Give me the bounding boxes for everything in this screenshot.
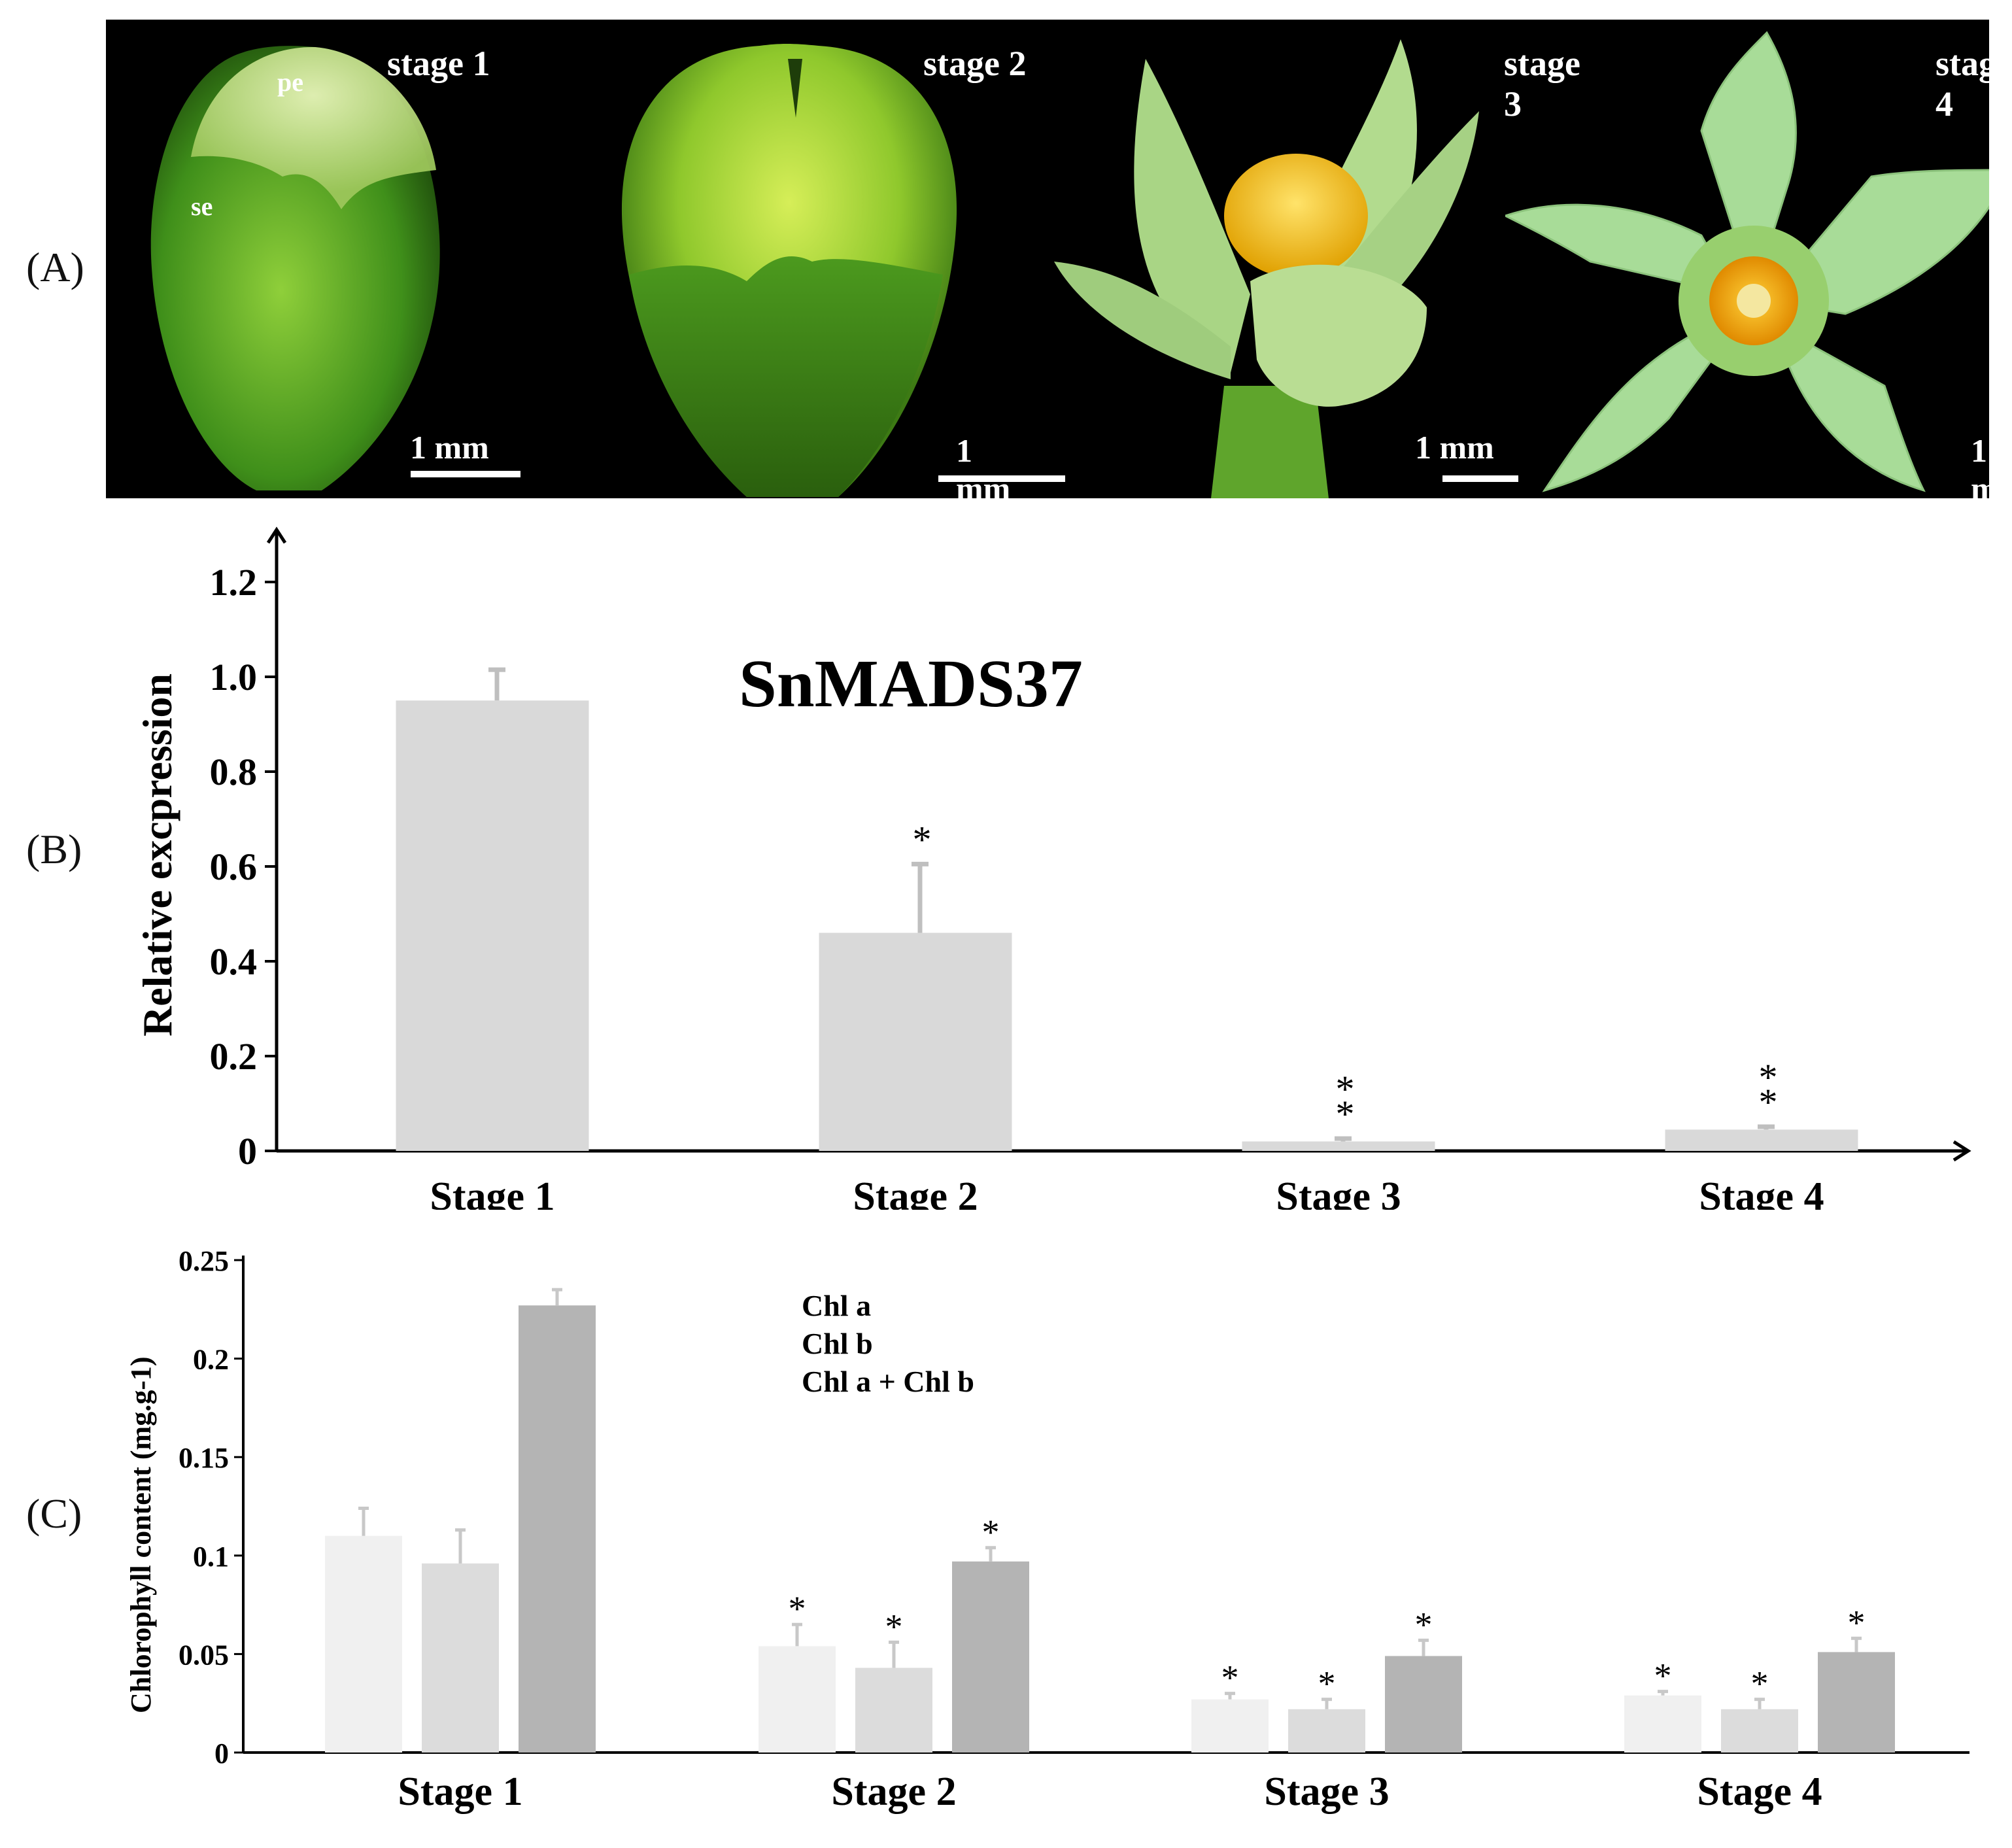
c-y-tick-label: 0.15 bbox=[179, 1442, 229, 1474]
b-significance-mark: * bbox=[1336, 1068, 1355, 1110]
stage-3-caption: stage 3 bbox=[1504, 44, 1580, 124]
c-y-tick-label: 0 bbox=[214, 1737, 229, 1770]
b-chart-title: SnMADS37 bbox=[739, 646, 1083, 721]
scale-label-1: 1 mm bbox=[410, 429, 489, 466]
b-bar bbox=[1242, 1141, 1435, 1151]
c-bar bbox=[325, 1535, 402, 1753]
stage-2-caption: stage 2 bbox=[923, 44, 1027, 83]
c-significance-mark: * bbox=[1221, 1658, 1239, 1698]
c-bar bbox=[759, 1646, 836, 1753]
b-y-axis-label: Relative excpression bbox=[134, 674, 180, 1036]
stage-2-photo: stage 2 1 mm bbox=[551, 20, 1065, 507]
b-y-tick-label: 1.2 bbox=[210, 561, 258, 604]
c-x-tick-label: Stage 1 bbox=[398, 1770, 522, 1814]
b-significance-mark: * bbox=[1336, 1093, 1355, 1135]
scale-bar-2 bbox=[938, 475, 1065, 482]
c-bar bbox=[855, 1668, 932, 1753]
c-bar bbox=[1191, 1699, 1269, 1753]
c-x-tick-label: Stage 3 bbox=[1264, 1770, 1389, 1814]
flower-photo-strip: pe se stage 1 1 mm stage 2 1 bbox=[106, 20, 2012, 507]
c-significance-mark: * bbox=[1318, 1664, 1336, 1703]
c-significance-mark: * bbox=[1415, 1605, 1433, 1644]
c-y-axis-label: Chlorophyll content (mg.g-1) bbox=[125, 1356, 157, 1713]
chart-c-chlorophyll: 0 0.05 0.1 0.15 0.2 0.25 * * * * * * * * * Stage 1 Stag… bbox=[125, 1245, 1969, 1814]
b-x-axis-arrow bbox=[1952, 1140, 1971, 1162]
c-significance-mark: * bbox=[1848, 1603, 1866, 1642]
stage-4-photo: stage 4 1 mm bbox=[1503, 20, 2012, 507]
c-legend-chl-b: Chl b bbox=[802, 1327, 873, 1360]
b-y-tick-label: 0.2 bbox=[210, 1035, 258, 1078]
panel-label-a: (A) bbox=[26, 244, 84, 290]
b-bar bbox=[396, 700, 589, 1151]
c-bar bbox=[519, 1305, 596, 1753]
c-y-tick-label: 0.05 bbox=[179, 1639, 229, 1671]
c-legend-chl-total: Chl a + Chl b bbox=[802, 1365, 974, 1398]
b-significance-mark: * bbox=[1759, 1081, 1778, 1123]
b-x-tick-label: Stage 3 bbox=[1276, 1174, 1401, 1210]
c-bar bbox=[422, 1563, 499, 1753]
b-y-tick-label: 0.6 bbox=[210, 846, 258, 888]
c-significance-mark: * bbox=[982, 1513, 1000, 1552]
bud-stage-2-image bbox=[621, 44, 957, 497]
b-y-tick-label: 1.0 bbox=[210, 656, 258, 698]
c-bar bbox=[1818, 1652, 1895, 1753]
c-bar bbox=[1385, 1656, 1462, 1753]
stage-3-photo: stage 3 1 mm bbox=[1034, 20, 1580, 498]
panel-label-c: (C) bbox=[26, 1490, 82, 1537]
c-y-tick-label: 0.25 bbox=[179, 1245, 229, 1277]
scale-label-4: 1 mm bbox=[1971, 432, 2012, 507]
c-legend: Chl a Chl b Chl a + Chl b bbox=[802, 1289, 974, 1398]
scale-bar-1 bbox=[411, 471, 520, 477]
b-y-tick-label: 0.4 bbox=[210, 940, 258, 983]
c-bar bbox=[952, 1561, 1029, 1753]
b-bar bbox=[819, 933, 1012, 1151]
b-x-tick-label: Stage 2 bbox=[853, 1174, 978, 1210]
scale-label-3: 1 mm bbox=[1415, 429, 1494, 466]
flower-stage-3-image bbox=[1054, 39, 1479, 498]
c-significance-mark: * bbox=[789, 1589, 806, 1628]
b-significance-mark: * bbox=[1759, 1056, 1778, 1099]
bud-stage-1-image bbox=[150, 46, 440, 491]
b-y-axis-arrow bbox=[266, 526, 287, 544]
c-significance-mark: * bbox=[1654, 1656, 1672, 1696]
c-legend-chl-a: Chl a bbox=[802, 1289, 871, 1322]
sepal-label: se bbox=[191, 192, 213, 221]
c-bar bbox=[1624, 1695, 1701, 1753]
scale-label-2: 1 mm bbox=[956, 432, 1011, 507]
b-y-tick-label: 0 bbox=[238, 1130, 257, 1172]
scale-bar-3 bbox=[1442, 475, 1518, 482]
b-y-tick-label: 0.8 bbox=[210, 751, 258, 793]
b-x-tick-label: Stage 4 bbox=[1699, 1174, 1824, 1210]
stage-1-photo: pe se stage 1 1 mm bbox=[106, 20, 551, 498]
c-y-tick-label: 0.1 bbox=[193, 1541, 229, 1573]
c-x-tick-label: Stage 4 bbox=[1697, 1770, 1822, 1814]
c-bar bbox=[1288, 1709, 1365, 1753]
c-significance-mark: * bbox=[885, 1607, 903, 1646]
b-bar bbox=[1665, 1129, 1858, 1151]
petal-label: pe bbox=[277, 67, 303, 97]
stage-1-caption: stage 1 bbox=[387, 44, 490, 83]
stage-4-caption: stage 4 bbox=[1935, 44, 2012, 124]
c-bar bbox=[1721, 1709, 1798, 1753]
c-y-tick-label: 0.2 bbox=[193, 1344, 229, 1376]
panel-label-b: (B) bbox=[26, 826, 82, 872]
b-x-tick-label: Stage 1 bbox=[430, 1174, 554, 1210]
b-significance-mark: * bbox=[913, 818, 932, 861]
c-significance-mark: * bbox=[1751, 1664, 1769, 1703]
c-x-tick-label: Stage 2 bbox=[831, 1770, 956, 1814]
flower-stage-4-image bbox=[1503, 31, 2011, 492]
chart-b-relative-expression: 00.20.40.60.81.01.2 Stage 1*Stage 2**Sta… bbox=[134, 526, 1971, 1210]
